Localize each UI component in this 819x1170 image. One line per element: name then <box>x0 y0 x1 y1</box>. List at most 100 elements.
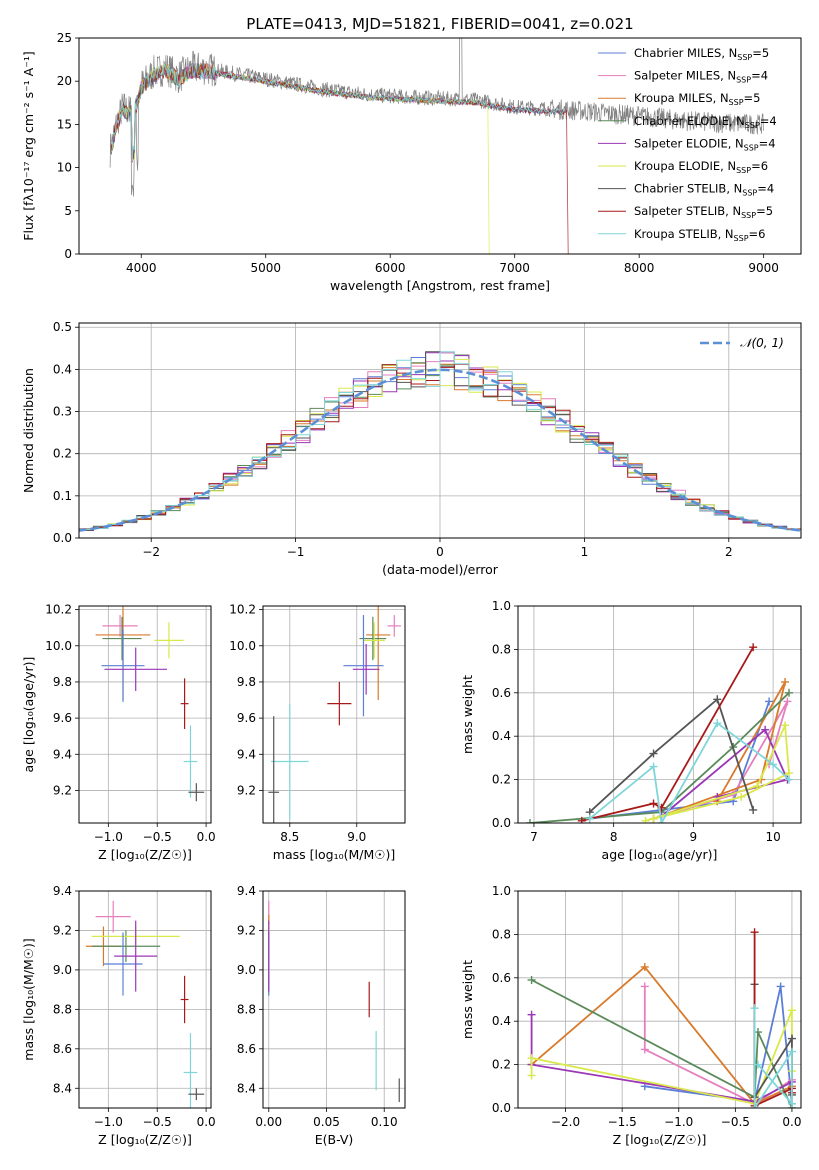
legend-text: Chabrier ELODIE, N <box>634 114 745 128</box>
y-axis-label: Flux [fλ10⁻¹⁷ erg cm⁻² s⁻¹ A⁻¹] <box>21 51 36 240</box>
mass-weight-point <box>713 695 722 704</box>
legend-label: Chabrier ELODIE, NSSP=4 <box>634 114 777 130</box>
legend-subscript: SSP <box>729 98 744 107</box>
legend-text: Salpeter STELIB, N <box>634 204 741 218</box>
plot-area-residuals <box>79 351 801 533</box>
y-tick-label: 0.2 <box>492 1058 511 1072</box>
legend-text: Kroupa STELIB, N <box>634 227 734 241</box>
x-tick-label: −1 <box>287 545 305 559</box>
mass-weight-point <box>640 982 649 991</box>
x-tick-label: −0.5 <box>143 1115 172 1129</box>
x-tick-label: 2 <box>725 545 733 559</box>
mass-weight-point <box>787 1006 796 1015</box>
y-axis-label: mass weight <box>460 675 475 754</box>
legend-text: Chabrier MILES, N <box>634 46 737 60</box>
axes-frame <box>517 890 802 1109</box>
mass-weight-point <box>769 760 778 769</box>
x-tick-label: 7 <box>530 830 538 844</box>
y-tick-label: 0.8 <box>492 642 511 656</box>
legend-label: Salpeter MILES, NSSP=4 <box>634 69 768 85</box>
y-tick-label: 0.1 <box>53 489 72 503</box>
legend-label: Salpeter ELODIE, NSSP=4 <box>634 136 776 152</box>
legend-text: Salpeter MILES, N <box>634 69 736 83</box>
x-axis-label: age [log₁₀(age/yr)] <box>602 847 718 862</box>
x-tick-label: 9 <box>690 830 698 844</box>
mass-weight-point <box>527 1071 536 1080</box>
mass-weight-point <box>649 814 658 823</box>
x-tick-label: 0.0 <box>782 1115 801 1129</box>
mass-weight-point <box>787 1099 796 1108</box>
mass-weight-point <box>749 805 758 814</box>
mass-weight-series <box>645 721 790 822</box>
errorbar-point <box>268 716 280 823</box>
plot-area-mass_weight_vs_age <box>525 643 794 823</box>
x-tick-label: 8 <box>610 830 618 844</box>
y-tick-label: 0.4 <box>53 362 72 376</box>
x-tick-label: −1.0 <box>94 830 123 844</box>
errorbar-point <box>102 616 142 661</box>
errorbar-point <box>183 725 198 798</box>
plot-area-age_vs_Z <box>95 606 205 802</box>
observed-spectrum-line <box>109 38 764 197</box>
x-tick-label: 0.05 <box>313 1115 340 1129</box>
y-tick-label: 0.6 <box>492 971 511 985</box>
errorbar-point <box>154 622 184 659</box>
mass-weight-point <box>649 749 658 758</box>
legend-subscript: SSP <box>741 211 756 220</box>
mass-weight-point <box>785 775 794 784</box>
mass-weight-point <box>783 697 792 706</box>
x-tick-label: −1.0 <box>94 1115 123 1129</box>
legend-label: Kroupa STELIB, NSSP=6 <box>634 227 765 243</box>
mass-weight-point <box>657 819 666 823</box>
legend-label: 𝒩(0, 1) <box>740 336 784 350</box>
errorbar-point <box>91 930 161 963</box>
errorbar-point <box>363 622 385 659</box>
errorbar-point <box>188 1088 205 1101</box>
y-tick-label: 0.8 <box>492 927 511 941</box>
chart-title: PLATE=0413, MJD=51821, FIBERID=0041, z=0… <box>246 15 633 33</box>
y-tick-label: 10.0 <box>45 639 72 653</box>
mass-weight-point <box>750 928 759 937</box>
y-tick-label: 9.0 <box>53 963 72 977</box>
x-axis-label: Z [log₁₀(Z/Z☉)] <box>98 1132 192 1147</box>
panel-spectrum: 4000 5000 6000 7000 8000 9000 0 5 10 15 20 25 wavele… <box>21 15 802 293</box>
errorbar-point <box>180 678 189 729</box>
y-tick-label: 0.0 <box>492 816 511 830</box>
legend-subscript: SSP <box>736 76 751 85</box>
mass-weight-point <box>649 799 658 808</box>
legend-suffix: =5 <box>756 204 773 218</box>
errorbar-point <box>183 1033 198 1108</box>
y-tick-label: 8.8 <box>237 1002 256 1016</box>
y-tick-label: 9.2 <box>53 783 72 797</box>
x-tick-label: 9000 <box>748 261 779 275</box>
y-tick-label: 9.6 <box>237 711 256 725</box>
x-tick-label: −0.5 <box>143 830 172 844</box>
panel-mass_weight_vs_age: 7 8 9 10 0.0 0.2 0.4 0.6 0.8 1.0 age [log₁₀(age/yr… <box>460 599 802 862</box>
y-tick-label: 8.6 <box>53 1042 72 1056</box>
mass-weight-point <box>713 719 722 728</box>
errorbar-point <box>343 615 384 717</box>
errorbar-point <box>114 920 158 992</box>
histogram-series <box>79 351 801 533</box>
legend-label: Kroupa MILES, NSSP=5 <box>634 91 760 107</box>
legend-label: Chabrier MILES, NSSP=5 <box>634 46 769 62</box>
y-tick-label: 0.0 <box>492 1101 511 1115</box>
errorbar-point <box>188 783 205 802</box>
legend-subscript: SSP <box>734 234 749 243</box>
y-tick-label: 9.2 <box>237 783 256 797</box>
y-tick-label: 8.4 <box>237 1081 256 1095</box>
y-tick-label: 9.2 <box>53 923 72 937</box>
x-tick-label: −1.5 <box>608 1115 637 1129</box>
x-axis-label: E(B-V) <box>315 1132 354 1147</box>
legend-label: Chabrier STELIB, NSSP=4 <box>634 182 774 198</box>
y-tick-label: 8.6 <box>237 1042 256 1056</box>
legend-subscript: SSP <box>737 53 752 62</box>
y-tick-label: 20 <box>57 74 72 88</box>
y-tick-label: 25 <box>57 31 72 45</box>
panel-age_vs_Z: −1.0 −0.5 0.0 9.2 9.4 9.6 9.8 10.0 10.2 Z [log₁₀(… <box>21 603 216 862</box>
mass-weight-point <box>527 1010 536 1019</box>
y-tick-label: 9.6 <box>53 711 72 725</box>
legend-suffix: =4 <box>751 69 768 83</box>
